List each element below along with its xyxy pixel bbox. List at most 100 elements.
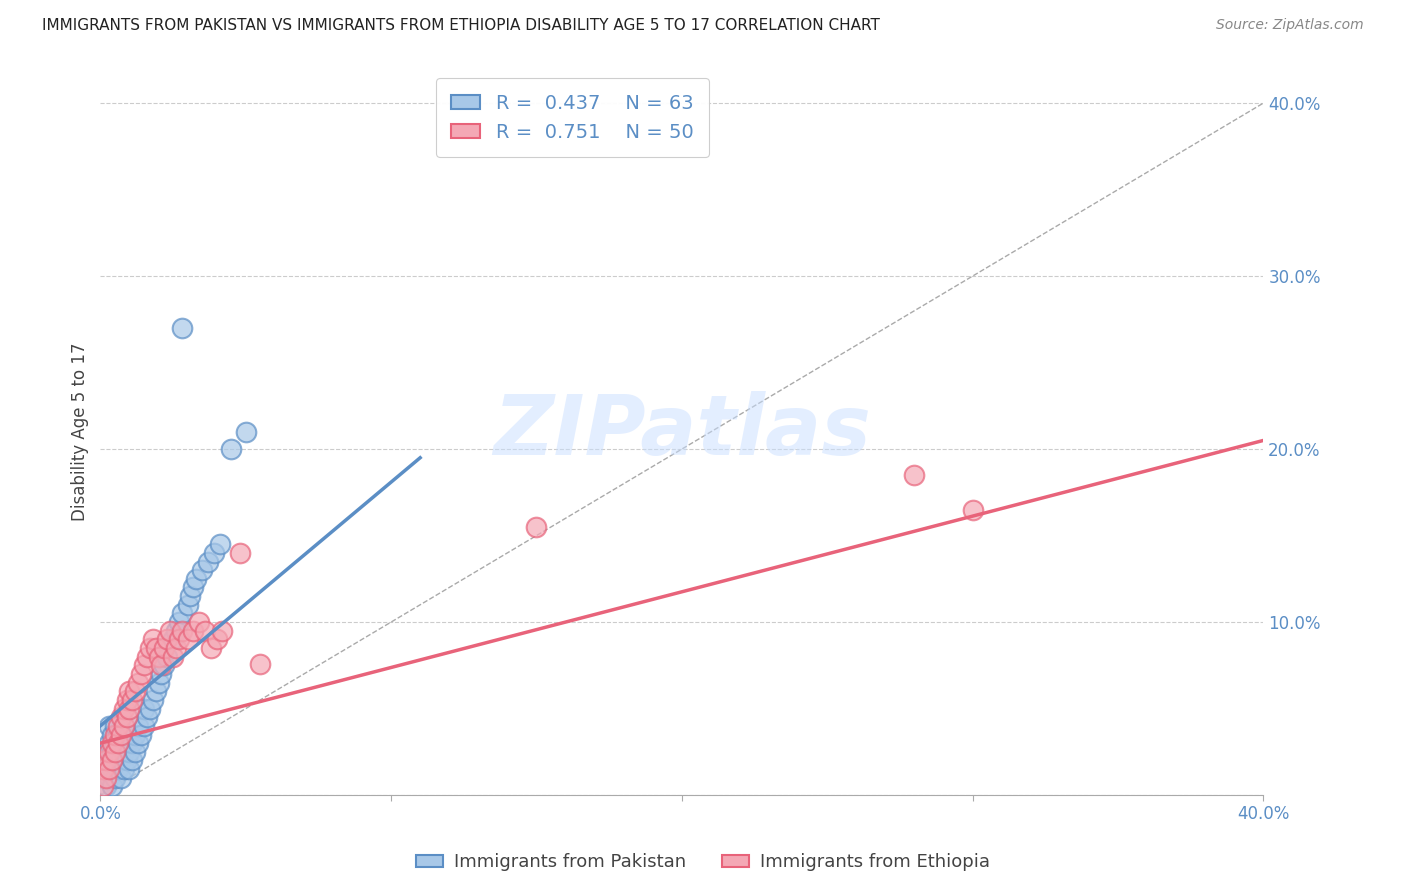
Point	[107, 745, 129, 759]
Point	[104, 727, 127, 741]
Point	[101, 754, 124, 768]
Point	[208, 537, 231, 551]
Point	[148, 649, 170, 664]
Point	[903, 468, 925, 483]
Point	[129, 727, 152, 741]
Point	[127, 675, 149, 690]
Point	[118, 745, 141, 759]
Point	[526, 520, 548, 534]
Point	[118, 684, 141, 698]
Point	[91, 762, 114, 776]
Point	[115, 693, 138, 707]
Point	[159, 624, 181, 638]
Point	[112, 745, 135, 759]
Point	[101, 780, 124, 794]
Legend: R =  0.437    N = 63, R =  0.751    N = 50: R = 0.437 N = 63, R = 0.751 N = 50	[436, 78, 709, 157]
Point	[156, 649, 179, 664]
Point	[153, 658, 176, 673]
Point	[167, 615, 190, 629]
Point	[104, 719, 127, 733]
Point	[101, 762, 124, 776]
Point	[135, 649, 157, 664]
Point	[249, 657, 271, 671]
Point	[162, 649, 184, 664]
Point	[124, 684, 146, 698]
Point	[132, 658, 155, 673]
Point	[118, 762, 141, 776]
Text: IMMIGRANTS FROM PAKISTAN VS IMMIGRANTS FROM ETHIOPIA DISABILITY AGE 5 TO 17 CORR: IMMIGRANTS FROM PAKISTAN VS IMMIGRANTS F…	[42, 18, 880, 33]
Point	[98, 754, 121, 768]
Point	[104, 771, 127, 785]
Point	[91, 780, 114, 794]
Point	[96, 745, 118, 759]
Y-axis label: Disability Age 5 to 17: Disability Age 5 to 17	[72, 343, 89, 521]
Point	[104, 745, 127, 759]
Legend: Immigrants from Pakistan, Immigrants from Ethiopia: Immigrants from Pakistan, Immigrants fro…	[409, 847, 997, 879]
Point	[176, 632, 198, 647]
Point	[191, 563, 214, 577]
Point	[124, 727, 146, 741]
Point	[118, 727, 141, 741]
Point	[104, 754, 127, 768]
Point	[165, 624, 187, 638]
Point	[112, 701, 135, 715]
Point	[107, 762, 129, 776]
Point	[142, 693, 165, 707]
Point	[176, 598, 198, 612]
Point	[110, 727, 132, 741]
Point	[98, 762, 121, 776]
Point	[98, 745, 121, 759]
Point	[110, 754, 132, 768]
Point	[91, 754, 114, 768]
Point	[96, 754, 118, 768]
Point	[211, 624, 233, 638]
Point	[197, 555, 219, 569]
Point	[110, 736, 132, 750]
Point	[170, 321, 193, 335]
Point	[96, 762, 118, 776]
Point	[112, 727, 135, 741]
Text: Source: ZipAtlas.com: Source: ZipAtlas.com	[1216, 18, 1364, 32]
Point	[205, 632, 228, 647]
Point	[170, 607, 193, 621]
Point	[127, 719, 149, 733]
Point	[115, 710, 138, 724]
Point	[112, 719, 135, 733]
Point	[121, 693, 143, 707]
Point	[132, 701, 155, 715]
Text: ZIPatlas: ZIPatlas	[494, 392, 870, 472]
Point	[150, 658, 173, 673]
Point	[101, 736, 124, 750]
Point	[132, 719, 155, 733]
Point	[98, 719, 121, 733]
Point	[107, 727, 129, 741]
Point	[129, 667, 152, 681]
Point	[145, 640, 167, 655]
Point	[121, 754, 143, 768]
Point	[235, 425, 257, 439]
Point	[229, 546, 252, 560]
Point	[145, 684, 167, 698]
Point	[179, 589, 201, 603]
Point	[202, 546, 225, 560]
Point	[962, 502, 984, 516]
Point	[156, 632, 179, 647]
Point	[96, 780, 118, 794]
Point	[148, 675, 170, 690]
Point	[183, 581, 205, 595]
Point	[91, 771, 114, 785]
Point	[101, 727, 124, 741]
Point	[101, 745, 124, 759]
Point	[107, 736, 129, 750]
Point	[115, 754, 138, 768]
Point	[165, 640, 187, 655]
Point	[170, 624, 193, 638]
Point	[110, 771, 132, 785]
Point	[98, 736, 121, 750]
Point	[124, 745, 146, 759]
Point	[135, 710, 157, 724]
Point	[188, 615, 211, 629]
Point	[139, 640, 162, 655]
Point	[118, 701, 141, 715]
Point	[110, 710, 132, 724]
